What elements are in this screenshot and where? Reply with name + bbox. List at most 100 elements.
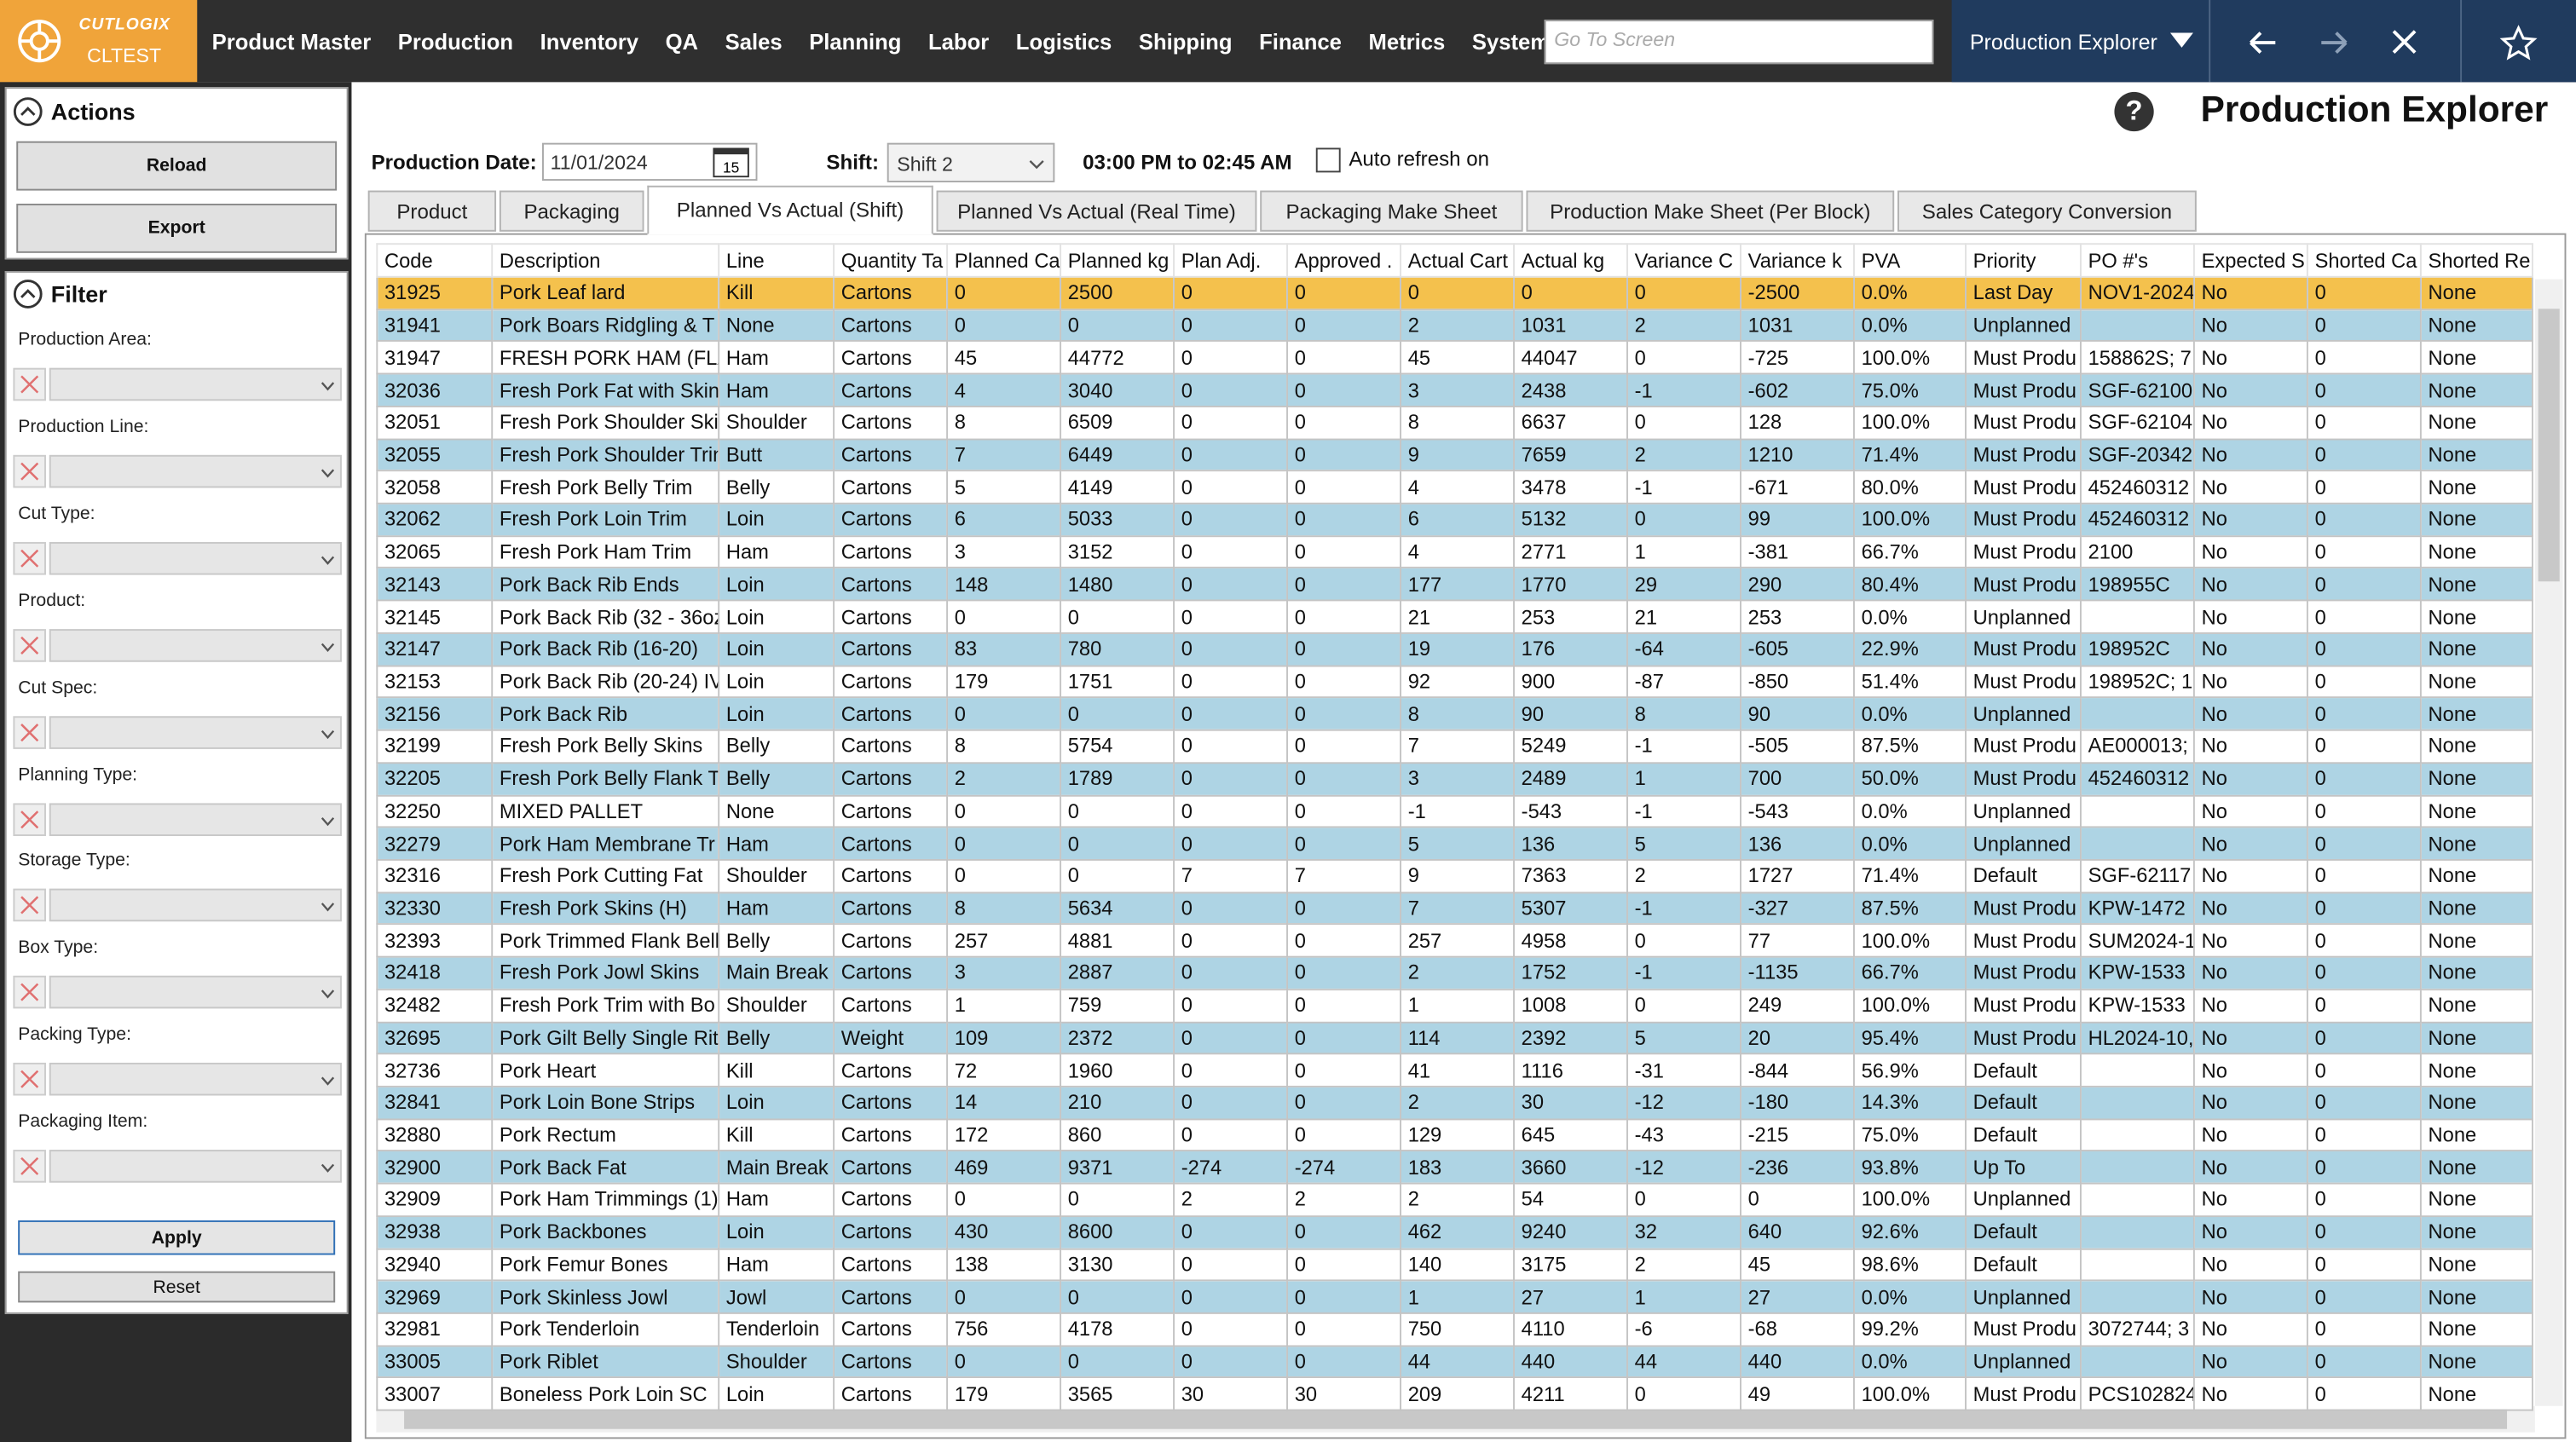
column-header[interactable]: Actual Cart bbox=[1400, 243, 1515, 278]
column-header[interactable]: Shorted Ca bbox=[2306, 243, 2422, 278]
tab[interactable]: Planned Vs Actual (Shift) bbox=[647, 185, 933, 235]
table-row[interactable]: 32736 Pork Heart Kill Cartons 72 1960 0 0 41 1116… bbox=[376, 1053, 2533, 1087]
h-scroll-thumb[interactable] bbox=[404, 1409, 2508, 1429]
filter-dropdown[interactable] bbox=[49, 454, 342, 488]
clear-filter-button[interactable] bbox=[13, 628, 46, 662]
table-row[interactable]: 32909 Pork Ham Trimmings (1) Ham Cartons 0 0 2… bbox=[376, 1182, 2533, 1217]
filter-dropdown[interactable] bbox=[49, 715, 342, 749]
filter-collapse-icon[interactable] bbox=[11, 278, 44, 311]
clear-filter-button[interactable] bbox=[13, 1063, 46, 1096]
clear-filter-button[interactable] bbox=[13, 715, 46, 749]
v-scroll-thumb[interactable] bbox=[2538, 309, 2560, 582]
table-row[interactable]: 32062 Fresh Pork Loin Trim Loin Cartons 6 503… bbox=[376, 502, 2533, 537]
table-row[interactable]: 31925 Pork Leaf lard Kill Cartons 0 2500 0 0 0 0 0… bbox=[376, 275, 2533, 310]
clear-filter-button[interactable] bbox=[13, 976, 46, 1009]
column-header[interactable]: Planned kg bbox=[1060, 243, 1175, 278]
menu-item[interactable]: QA bbox=[665, 28, 699, 54]
column-header[interactable]: Expected S bbox=[2192, 243, 2308, 278]
clear-filter-button[interactable] bbox=[13, 541, 46, 575]
table-row[interactable]: 32036 Fresh Pork Fat with Skin Ham Cartons 4… bbox=[376, 372, 2533, 407]
filter-dropdown[interactable] bbox=[49, 1150, 342, 1183]
column-header[interactable]: Plan Adj. bbox=[1173, 243, 1289, 278]
tab[interactable]: Production Make Sheet (Per Block) bbox=[1526, 190, 1895, 232]
apply-button[interactable]: Apply bbox=[18, 1220, 336, 1255]
column-header[interactable]: PVA bbox=[1852, 243, 1967, 278]
table-row[interactable]: 32316 Fresh Pork Cutting Fat Shoulder Carto… bbox=[376, 858, 2533, 893]
table-row[interactable]: 33005 Pork Riblet Shoulder Cartons 0 0 0 0 44 440… bbox=[376, 1344, 2533, 1379]
clear-filter-button[interactable] bbox=[13, 802, 46, 836]
menu-item[interactable]: System bbox=[1471, 28, 1551, 54]
column-header[interactable]: Priority bbox=[1965, 243, 2082, 278]
clear-filter-button[interactable] bbox=[13, 454, 46, 488]
menu-item[interactable]: Logistics bbox=[1015, 28, 1112, 54]
screen-select[interactable]: Production Explorer bbox=[1969, 29, 2157, 55]
filter-dropdown[interactable] bbox=[49, 889, 342, 922]
table-row[interactable]: 31941 Pork Boars Ridgling & T None Cartons 0… bbox=[376, 308, 2533, 343]
table-row[interactable]: 32143 Pork Back Rib Ends Loin Cartons 148 148… bbox=[376, 567, 2533, 602]
table-row[interactable]: 32051 Fresh Pork Shoulder Ski Shoulder Cart… bbox=[376, 405, 2533, 440]
auto-refresh-checkbox[interactable] bbox=[1315, 147, 1341, 173]
filter-dropdown[interactable] bbox=[49, 541, 342, 575]
column-header[interactable]: Planned Ca bbox=[946, 243, 1062, 278]
table-row[interactable]: 32393 Pork Trimmed Flank Bell Belly Cartons… bbox=[376, 923, 2533, 958]
table-row[interactable]: 32250 MIXED PALLET None Cartons 0 0 0 0 -1 -543 -1… bbox=[376, 793, 2533, 828]
reset-button[interactable]: Reset bbox=[18, 1271, 336, 1303]
column-header[interactable]: Actual kg bbox=[1513, 243, 1628, 278]
column-header[interactable]: Approved . bbox=[1286, 243, 1401, 278]
action-button[interactable]: Reload bbox=[16, 141, 338, 191]
actions-collapse-icon[interactable] bbox=[11, 95, 44, 129]
column-header[interactable]: Quantity Ta bbox=[833, 243, 949, 278]
table-row[interactable]: 32058 Fresh Pork Belly Trim Belly Cartons 5 4… bbox=[376, 470, 2533, 505]
menu-item[interactable]: Metrics bbox=[1368, 28, 1446, 54]
column-header[interactable]: Code bbox=[376, 243, 494, 278]
action-button[interactable]: Export bbox=[16, 203, 338, 253]
table-row[interactable]: 31947 FRESH PORK HAM (FLAI Ham Cartons 45 447… bbox=[376, 340, 2533, 375]
filter-dropdown[interactable] bbox=[49, 628, 342, 662]
table-row[interactable]: 32153 Pork Back Rib (20-24) IV Loin Cartons… bbox=[376, 664, 2533, 699]
table-row[interactable]: 32981 Pork Tenderloin Tenderloin Cartons 756… bbox=[376, 1312, 2533, 1347]
table-row[interactable]: 32938 Pork Backbones Loin Cartons 430 8600 0 0 4… bbox=[376, 1214, 2533, 1249]
menu-item[interactable]: Planning bbox=[809, 28, 902, 54]
table-row[interactable]: 32205 Fresh Pork Belly Flank Tr Belly Carto… bbox=[376, 761, 2533, 796]
menu-item[interactable]: Sales bbox=[725, 28, 783, 54]
table-row[interactable]: 33007 Boneless Pork Loin SC Loin Cartons 179… bbox=[376, 1376, 2533, 1411]
column-header[interactable]: Variance k bbox=[1740, 243, 1855, 278]
filter-dropdown[interactable] bbox=[49, 1063, 342, 1096]
table-row[interactable]: 32841 Pork Loin Bone Strips Loin Cartons 14 2… bbox=[376, 1085, 2533, 1120]
calendar-button[interactable]: 15 bbox=[713, 147, 749, 178]
table-row[interactable]: 32199 Fresh Pork Belly Skins Belly Cartons 8… bbox=[376, 729, 2533, 764]
table-row[interactable]: 32969 Pork Skinless Jowl Jowl Cartons 0 0 0 0 1 2… bbox=[376, 1279, 2533, 1314]
table-row[interactable]: 32940 Pork Femur Bones Ham Cartons 138 3130 0 0… bbox=[376, 1247, 2533, 1282]
column-header[interactable]: PO #'s bbox=[2079, 243, 2195, 278]
table-row[interactable]: 32156 Pork Back Rib Loin Cartons 0 0 0 0 8 90 8 90 0… bbox=[376, 696, 2533, 731]
filter-dropdown[interactable] bbox=[49, 976, 342, 1009]
menu-item[interactable]: Product Master bbox=[211, 28, 372, 54]
tab[interactable]: Planned Vs Actual (Real Time) bbox=[936, 190, 1257, 232]
table-row[interactable]: 32418 Fresh Pork Jowl Skins Main Break Cart… bbox=[376, 955, 2533, 990]
table-row[interactable]: 32482 Fresh Pork Trim with Bo Shoulder Cart… bbox=[376, 988, 2533, 1023]
table-row[interactable]: 32330 Fresh Pork Skins (H) Ham Cartons 8 5634… bbox=[376, 891, 2533, 926]
clear-filter-button[interactable] bbox=[13, 889, 46, 922]
table-row[interactable]: 32880 Pork Rectum Kill Cartons 172 860 0 0 129 64… bbox=[376, 1117, 2533, 1152]
column-header[interactable]: Line bbox=[718, 243, 835, 278]
filter-dropdown[interactable] bbox=[49, 367, 342, 401]
table-row[interactable]: 32279 Pork Ham Membrane Tr Ham Cartons 0 0 0 0 5… bbox=[376, 826, 2533, 861]
table-row[interactable]: 32055 Fresh Pork Shoulder Trin Butt Cartons… bbox=[376, 437, 2533, 472]
menu-item[interactable]: Production bbox=[397, 28, 514, 54]
menu-item[interactable]: Labor bbox=[928, 28, 990, 54]
shift-select[interactable]: Shift 2 bbox=[887, 142, 1055, 182]
tab[interactable]: Product bbox=[367, 190, 497, 232]
tab[interactable]: Sales Category Conversion bbox=[1897, 190, 2197, 232]
column-header[interactable]: Shorted Re bbox=[2419, 243, 2533, 278]
search-box[interactable]: Go To Screen bbox=[1544, 20, 1934, 65]
menu-item[interactable]: Shipping bbox=[1138, 28, 1233, 54]
menu-item[interactable]: Finance bbox=[1259, 28, 1342, 54]
table-row[interactable]: 32695 Pork Gilt Belly Single Rit Belly Weig… bbox=[376, 1020, 2533, 1055]
table-row[interactable]: 32145 Pork Back Rib (32 - 36oz Loin Cartons… bbox=[376, 599, 2533, 634]
column-header[interactable]: Description bbox=[491, 243, 720, 278]
date-input[interactable]: 11/01/2024 bbox=[542, 142, 758, 182]
help-icon[interactable]: ? bbox=[2114, 91, 2154, 132]
tab[interactable]: Packaging bbox=[499, 190, 644, 232]
tab[interactable]: Packaging Make Sheet bbox=[1260, 190, 1523, 232]
clear-filter-button[interactable] bbox=[13, 1150, 46, 1183]
